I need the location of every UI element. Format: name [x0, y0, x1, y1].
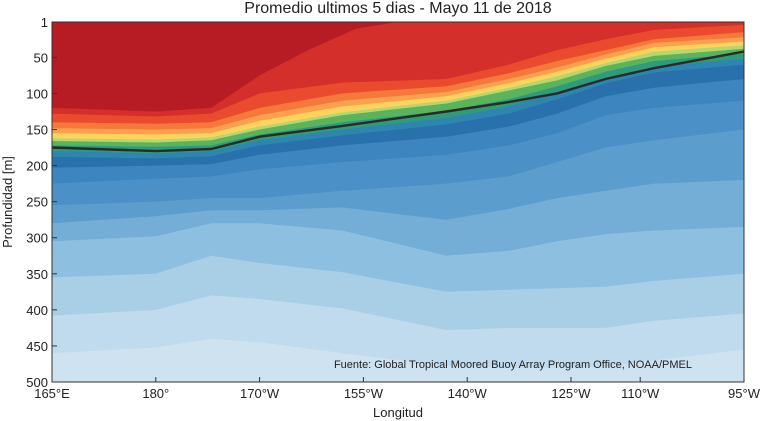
chart-title: Promedio ultimos 5 dias - Mayo 11 de 201…	[244, 0, 552, 17]
x-tick-label: 170°W	[240, 386, 280, 401]
x-tick-label: 125°W	[551, 386, 591, 401]
source-note: Fuente: Global Tropical Moored Buoy Arra…	[334, 359, 692, 371]
y-tick-label: 150	[26, 122, 48, 137]
y-tick-label: 250	[26, 195, 48, 210]
y-tick-label: 1	[41, 15, 48, 30]
x-axis-label: Longitud	[373, 405, 423, 420]
y-tick-label: 300	[26, 231, 48, 246]
x-tick-label: 140°W	[448, 386, 488, 401]
x-axis: 165°E 180° 170°W 155°W 140°W 125°W 110°W 95°W	[34, 377, 761, 401]
y-tick-label: 450	[26, 339, 48, 354]
temperature-layer	[52, 22, 744, 112]
y-tick-label: 500	[26, 375, 48, 390]
isotherm-line	[51, 50, 745, 153]
y-axis-label: Profundidad [m]	[0, 156, 15, 248]
y-tick-label: 200	[26, 159, 48, 174]
x-tick-label: 165°E	[34, 386, 70, 401]
x-tick-label: 155°W	[344, 386, 384, 401]
y-tick-label: 100	[26, 86, 48, 101]
x-tick-label: 95°W	[728, 386, 761, 401]
temperature-layers	[52, 22, 744, 368]
y-tick-label: 400	[26, 303, 48, 318]
y-tick-label: 50	[34, 50, 48, 65]
x-tick-label: 110°W	[621, 386, 660, 401]
x-tick-label: 180°	[142, 386, 169, 401]
y-tick-label: 350	[26, 267, 48, 282]
